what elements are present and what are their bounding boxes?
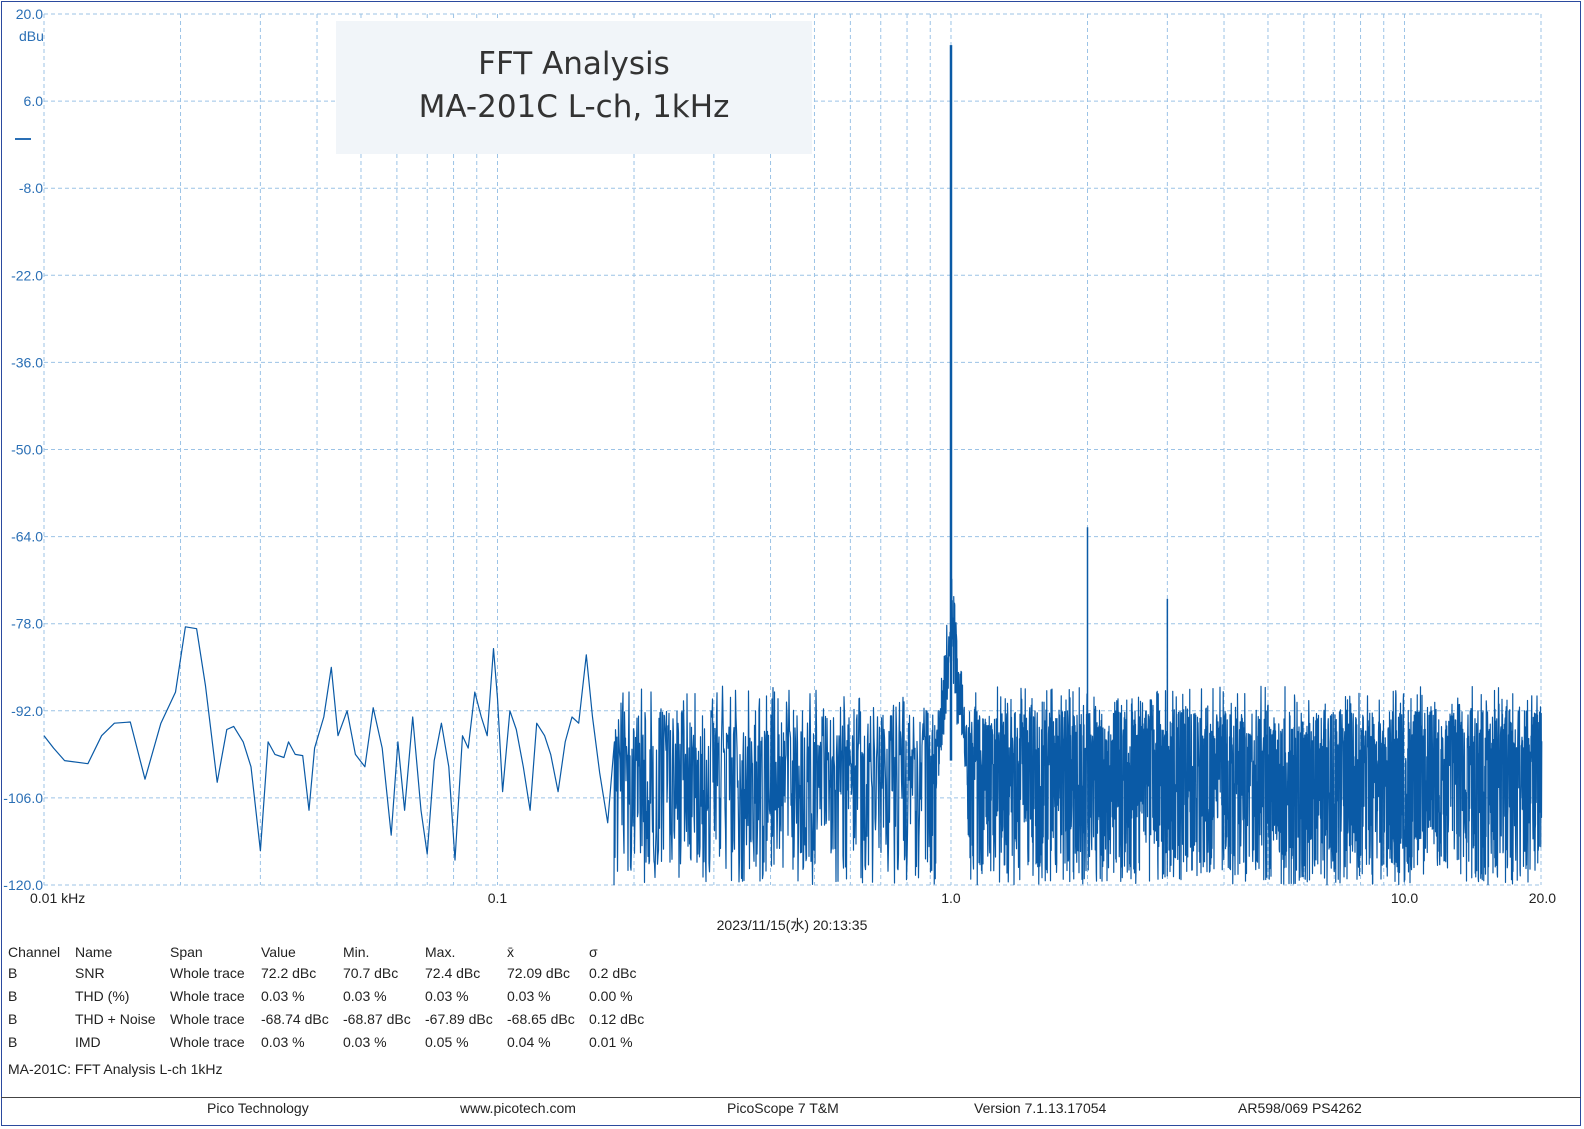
cell-value: 0.03 % <box>261 1033 305 1050</box>
measurements-header-row: Channel Name Span Value Min. Max. x̄ σ <box>8 943 659 961</box>
col-header-stddev: σ <box>589 944 598 960</box>
measurements-table: Channel Name Span Value Min. Max. x̄ σ B… <box>8 943 659 1053</box>
cell-stddev: 0.00 % <box>589 987 633 1004</box>
y-tick-label: -78.0 <box>11 616 43 632</box>
y-tick-label: -64.0 <box>11 529 43 545</box>
footer-website[interactable]: www.picotech.com <box>460 1100 576 1116</box>
cell-stddev: 0.2 dBc <box>589 964 637 981</box>
y-tick-label: -50.0 <box>11 442 43 458</box>
x-axis-ticks: 0.01 kHz 0.1 1.0 10.0 20.0 <box>30 890 1556 906</box>
cell-span: Whole trace <box>170 1033 245 1050</box>
measurement-row: B THD (%) Whole trace 0.03 % 0.03 % 0.03 % 0.0… <box>8 984 659 1007</box>
chart-subtitle: MA-201C L-ch, 1kHz <box>419 89 730 125</box>
col-header-span: Span <box>170 944 203 960</box>
y-tick-label: -22.0 <box>11 267 43 283</box>
col-header-max: Max. <box>425 944 456 960</box>
cell-span: Whole trace <box>170 987 245 1004</box>
y-tick-label: -36.0 <box>11 354 43 370</box>
spectrum-trace <box>43 45 1543 886</box>
cell-max: 72.4 dBc <box>425 964 481 981</box>
cell-name: THD + Noise <box>75 1010 156 1027</box>
footer-product: PicoScope 7 T&M <box>727 1100 839 1116</box>
col-header-value: Value <box>261 944 296 960</box>
measurement-row: B IMD Whole trace 0.03 % 0.03 % 0.05 % 0.04 % 0… <box>8 1030 659 1053</box>
y-axis-ticks: 20.0 6.0 -8.0 -22.0 -36.0 -50.0 -64.0 -78.0 -92.… <box>3 6 43 893</box>
footer-version: Version 7.1.13.17054 <box>974 1100 1107 1116</box>
title-box <box>336 21 812 154</box>
x-tick-label: 1.0 <box>941 890 961 906</box>
cell-channel: B <box>8 987 18 1004</box>
cell-max: 0.03 % <box>425 987 469 1004</box>
cell-mean: 0.04 % <box>507 1033 551 1050</box>
fft-chart: FFT Analysis MA-201C L-ch, 1kHz 20.0 6.0 -… <box>3 6 1556 906</box>
y-tick-label: -8.0 <box>19 180 43 196</box>
cell-min: 0.03 % <box>343 1033 387 1050</box>
cell-min: 0.03 % <box>343 987 387 1004</box>
cell-name: IMD <box>75 1033 101 1050</box>
cell-value: -68.74 dBc <box>261 1010 329 1027</box>
capture-timestamp: 2023/11/15(水) 20:13:35 <box>716 917 868 933</box>
y-tick-label: 6.0 <box>24 93 44 109</box>
cell-stddev: 0.12 dBc <box>589 1010 645 1027</box>
col-header-name: Name <box>75 944 113 960</box>
cell-min: 70.7 dBc <box>343 964 399 981</box>
footer-divider <box>1 1097 1581 1098</box>
cell-name: THD (%) <box>75 987 130 1004</box>
cell-value: 0.03 % <box>261 987 305 1004</box>
measurement-row: B SNR Whole trace 72.2 dBc 70.7 dBc 72.4 dBc 7… <box>8 961 659 984</box>
cell-channel: B <box>8 1033 18 1050</box>
footer-device: AR598/069 PS4262 <box>1238 1100 1362 1116</box>
cell-name: SNR <box>75 964 105 981</box>
cell-value: 72.2 dBc <box>261 964 317 981</box>
trace-caption: MA-201C: FFT Analysis L-ch 1kHz <box>8 1061 223 1077</box>
cell-mean: 72.09 dBc <box>507 964 571 981</box>
y-tick-label: -92.0 <box>11 703 43 719</box>
cell-max: 0.05 % <box>425 1033 469 1050</box>
y-axis-unit-label: dBu <box>19 28 44 44</box>
x-tick-label: 0.01 kHz <box>30 890 85 906</box>
measurement-row: B THD + Noise Whole trace -68.74 dBc -68.87 … <box>8 1007 659 1030</box>
col-header-min: Min. <box>343 944 370 960</box>
footer-company: Pico Technology <box>207 1100 309 1116</box>
col-header-mean: x̄ <box>507 944 514 960</box>
y-tick-label: 20.0 <box>16 6 43 22</box>
x-tick-label: 0.1 <box>488 890 508 906</box>
cell-mean: 0.03 % <box>507 987 551 1004</box>
x-tick-label: 20.0 <box>1529 890 1556 906</box>
y-tick-label: -120.0 <box>3 877 43 893</box>
y-tick-label: -106.0 <box>3 790 43 806</box>
cell-channel: B <box>8 964 18 981</box>
cell-stddev: 0.01 % <box>589 1033 633 1050</box>
x-tick-label: 10.0 <box>1391 890 1418 906</box>
cell-min: -68.87 dBc <box>343 1010 411 1027</box>
cell-span: Whole trace <box>170 964 245 981</box>
cell-max: -67.89 dBc <box>425 1010 493 1027</box>
cell-channel: B <box>8 1010 18 1027</box>
chart-title: FFT Analysis <box>478 46 670 82</box>
cell-mean: -68.65 dBc <box>507 1010 575 1027</box>
spectrum-line <box>43 578 1543 886</box>
col-header-channel: Channel <box>8 944 61 960</box>
cell-span: Whole trace <box>170 1010 245 1027</box>
